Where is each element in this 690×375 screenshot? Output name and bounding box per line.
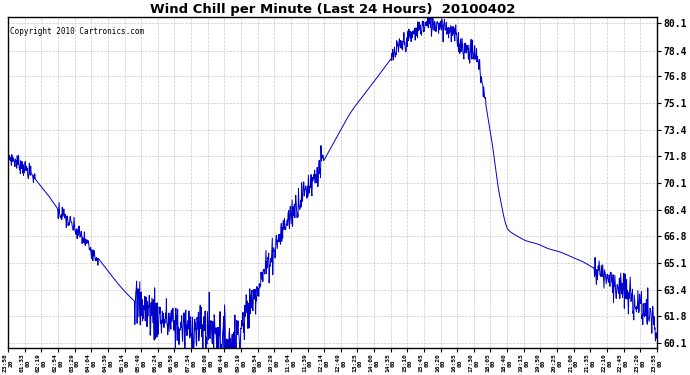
Title: Wind Chill per Minute (Last 24 Hours)  20100402: Wind Chill per Minute (Last 24 Hours) 20… xyxy=(150,3,515,16)
Text: Copyright 2010 Cartronics.com: Copyright 2010 Cartronics.com xyxy=(10,27,144,36)
